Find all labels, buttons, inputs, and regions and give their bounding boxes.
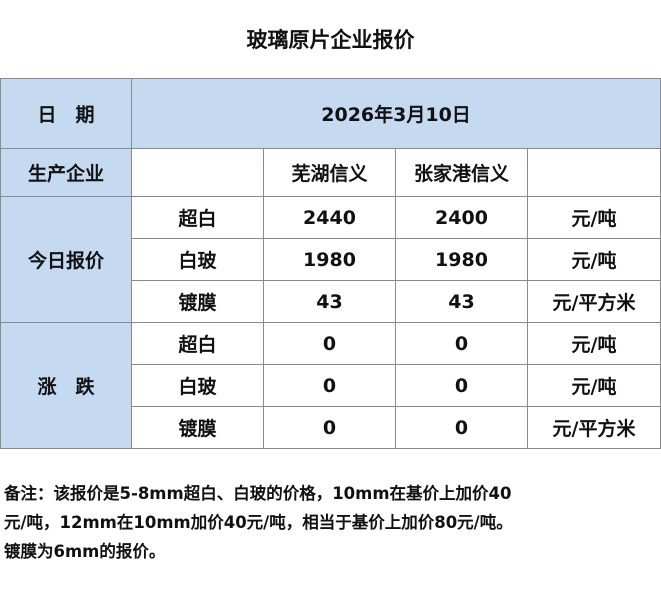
row: 镀膜 43 43 元/平方米 (1, 280, 661, 323)
group-label: 今日报价 (0, 196, 132, 323)
group-label: 涨 跌 (0, 322, 132, 449)
row: 镀膜 0 0 元/平方米 (1, 406, 661, 449)
unit: 元/平方米 (526, 406, 661, 449)
price: 2440 (263, 196, 396, 239)
row: 白玻 0 0 元/吨 (1, 364, 661, 407)
note: 备注：该报价是5-8mm超白、白玻的价格，10mm在基价上加价40 元/吨，12m… (0, 449, 661, 566)
row: 今日报价 超白 2440 2400 元/吨 (0, 196, 661, 323)
product: 白玻 (131, 364, 264, 407)
unit: 元/吨 (526, 322, 661, 365)
product: 超白 (131, 196, 264, 239)
title: 玻璃原片企业报价 (246, 28, 415, 52)
empty-cell (131, 148, 264, 197)
price: 43 (395, 280, 528, 323)
product: 白玻 (131, 238, 264, 281)
price: 2400 (395, 196, 528, 239)
unit: 元/吨 (526, 238, 661, 281)
product: 镀膜 (131, 280, 264, 323)
row: 涨 跌超白 0 0 元/吨 (0, 322, 661, 449)
date-label: 日 期 (0, 78, 132, 149)
price: 0 (395, 406, 528, 449)
header-cell: 芜湖信义 (263, 148, 396, 197)
price: 43 (263, 280, 396, 323)
price-table: 日 期 2026年3月10日 生产企业 芜湖信义 张家港信义 今日报价 超白 244… (0, 78, 661, 449)
note-line: 镀膜为6mm的报价。 (4, 542, 166, 561)
header-cell: 生产企业 (0, 148, 132, 197)
date: 2026年3月10日 (130, 78, 661, 149)
price: 0 (395, 322, 528, 365)
price: 1980 (263, 238, 396, 281)
note-line: 元/吨，12mm在10mm加价40元/吨，相当于基价上加价80元/吨。 (4, 513, 513, 532)
header-cell: 张家港信义 (395, 148, 528, 197)
unit: 元/吨 (526, 196, 661, 239)
price: 0 (263, 322, 396, 365)
unit: 元/平方米 (526, 280, 661, 323)
price: 1980 (395, 238, 528, 281)
empty-cell (526, 148, 661, 197)
note-line: 备注：该报价是5-8mm超白、白玻的价格，10mm在基价上加价40 (4, 484, 512, 503)
unit: 元/吨 (526, 364, 661, 407)
product: 镀膜 (131, 406, 264, 449)
row: 白玻 1980 1980 元/吨 (1, 238, 661, 281)
price: 0 (395, 364, 528, 407)
price: 0 (263, 364, 396, 407)
price: 0 (263, 406, 396, 449)
product: 超白 (131, 322, 264, 365)
